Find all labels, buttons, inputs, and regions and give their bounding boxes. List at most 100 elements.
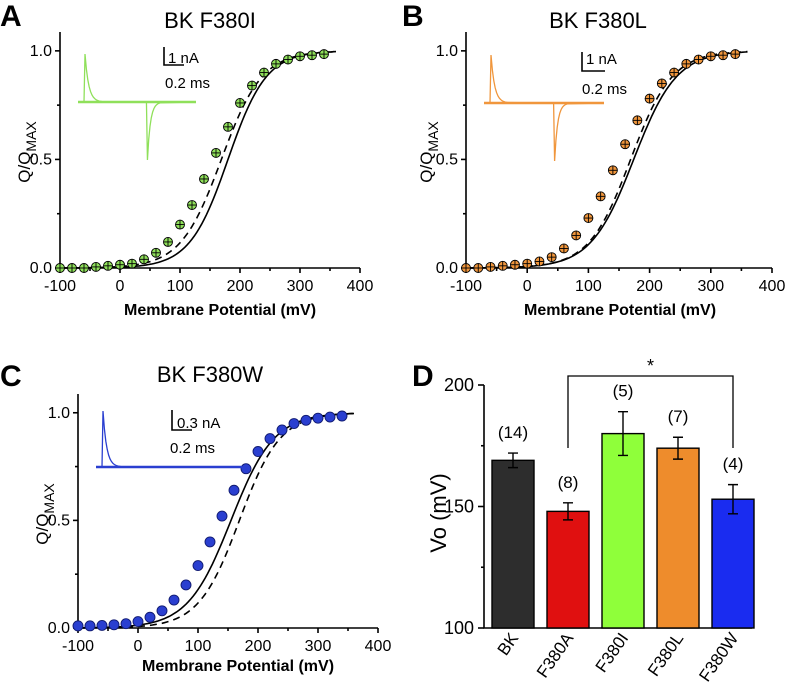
x-tick-label: 200	[245, 638, 272, 655]
panel-b-points	[461, 49, 741, 273]
data-point	[144, 611, 156, 623]
y-tick-label: 100	[444, 618, 474, 638]
data-point	[108, 619, 120, 631]
significance-bracket	[567, 375, 734, 448]
ylabel-main: Q/Q	[33, 514, 52, 545]
ylabel-main: Q/Q	[15, 152, 34, 183]
data-point	[127, 258, 137, 269]
panel-a-ylabel: Q/QMAX	[15, 121, 39, 183]
ylabel-main: Q/Q	[417, 152, 436, 183]
n-label: (14)	[498, 423, 528, 442]
y-tick-label: 200	[444, 375, 474, 395]
data-point	[300, 414, 312, 426]
data-point	[546, 252, 557, 263]
category-label: BK	[494, 629, 523, 659]
data-point	[324, 411, 336, 423]
data-point	[103, 260, 113, 271]
x-tick-label: 300	[305, 638, 332, 655]
panel-a-points	[55, 49, 329, 273]
error-bar	[618, 411, 628, 457]
panel-d-bars: (14) BK (8) F380A (5) F380I (7) F380L (4) F380W	[491, 382, 755, 685]
panel-b-axes: -100 0 100 200 300 400 0.0 0.5 1.0	[436, 32, 785, 295]
data-point	[644, 93, 655, 104]
panel-b-ylabel: Q/QMAX	[417, 121, 441, 183]
panel-d-significance: *	[567, 356, 734, 448]
x-tick-label: 200	[636, 278, 663, 295]
data-point	[247, 80, 257, 91]
data-point	[132, 616, 144, 627]
x-tick-label: 300	[287, 278, 314, 295]
data-point	[252, 446, 264, 457]
data-point	[120, 618, 132, 630]
data-point	[583, 213, 594, 224]
panel-a-scale-time: 0.2 ms	[165, 75, 210, 92]
panel-a-scale-current: 1 nA	[168, 50, 199, 67]
data-point	[607, 165, 618, 176]
data-point	[534, 256, 545, 267]
x-tick-label: 0	[116, 278, 125, 295]
panel-label-b: B	[402, 0, 424, 33]
panel-c-inset: 0.3 nA 0.2 ms	[96, 410, 242, 469]
x-tick-label: 300	[697, 278, 724, 295]
data-point	[235, 98, 245, 108]
data-point	[497, 260, 508, 271]
panel-b-scale-current: 1 nA	[586, 51, 617, 68]
data-point	[175, 219, 185, 230]
y-tick-label: 0.5	[436, 151, 458, 168]
panel-a-xlabel: Membrane Potential (mV)	[124, 302, 316, 319]
data-point	[84, 620, 96, 632]
data-point	[168, 594, 180, 606]
axis-lines	[59, 32, 360, 269]
panel-c-scalebar	[171, 410, 192, 431]
y-tick-label: 0.0	[436, 260, 458, 277]
data-point	[240, 463, 252, 475]
error-bar	[673, 436, 683, 460]
data-point	[151, 247, 161, 258]
panel-a-axes: -100 0 100 200 300 400 0.0 0.5 1.0	[30, 32, 373, 295]
panel-b: B BK F380L Q/QMAX Membrane Potential (mV…	[402, 0, 785, 319]
data-point	[522, 258, 533, 269]
data-point	[705, 51, 716, 62]
data-point	[595, 191, 606, 202]
data-point	[192, 560, 204, 572]
panel-a-current-trace	[78, 53, 197, 161]
y-tick-label: 0.5	[48, 512, 70, 529]
panel-c-fits	[78, 412, 355, 629]
data-point	[558, 243, 569, 254]
error-bar	[728, 483, 738, 515]
axis-lines	[465, 32, 772, 269]
error-bar	[508, 452, 518, 469]
ylabel-sub: MAX	[41, 483, 57, 514]
category-label: F380W	[695, 629, 742, 685]
panel-label-a: A	[0, 0, 22, 33]
x-tick-label: -100	[44, 278, 76, 295]
data-point	[139, 254, 149, 265]
panel-a-scalebar	[163, 47, 184, 66]
panel-a-inset: 1 nA 0.2 ms	[78, 47, 210, 161]
significance-star: *	[647, 356, 654, 376]
ylabel-sub: MAX	[23, 121, 39, 152]
data-point	[669, 67, 680, 78]
panel-b-xlabel: Membrane Potential (mV)	[524, 302, 716, 319]
x-tick-label: 100	[575, 278, 602, 295]
data-point	[510, 259, 520, 270]
data-point	[199, 174, 209, 184]
x-tick-label: -100	[450, 278, 482, 295]
panel-c-scale-current: 0.3 nA	[177, 415, 220, 432]
data-point	[718, 50, 728, 61]
bar-f380l	[656, 447, 700, 629]
data-point	[632, 115, 643, 126]
panel-c-ylabel: Q/QMAX	[33, 483, 57, 545]
panel-b-title: BK F380L	[549, 8, 647, 33]
panel-d: D Vo (mV) 100 150 200 (14) BK (8) F380A (5) F38…	[412, 356, 755, 685]
data-point	[307, 50, 317, 61]
panel-b-scale-time: 0.2 ms	[582, 81, 627, 98]
bar-f380a	[546, 510, 590, 629]
panel-label-d: D	[412, 360, 434, 393]
n-label: (8)	[558, 473, 579, 492]
data-point	[115, 259, 125, 270]
data-point	[163, 236, 173, 247]
bar-bk	[491, 459, 535, 629]
panel-c-current-trace	[96, 410, 124, 468]
data-point	[295, 51, 305, 62]
